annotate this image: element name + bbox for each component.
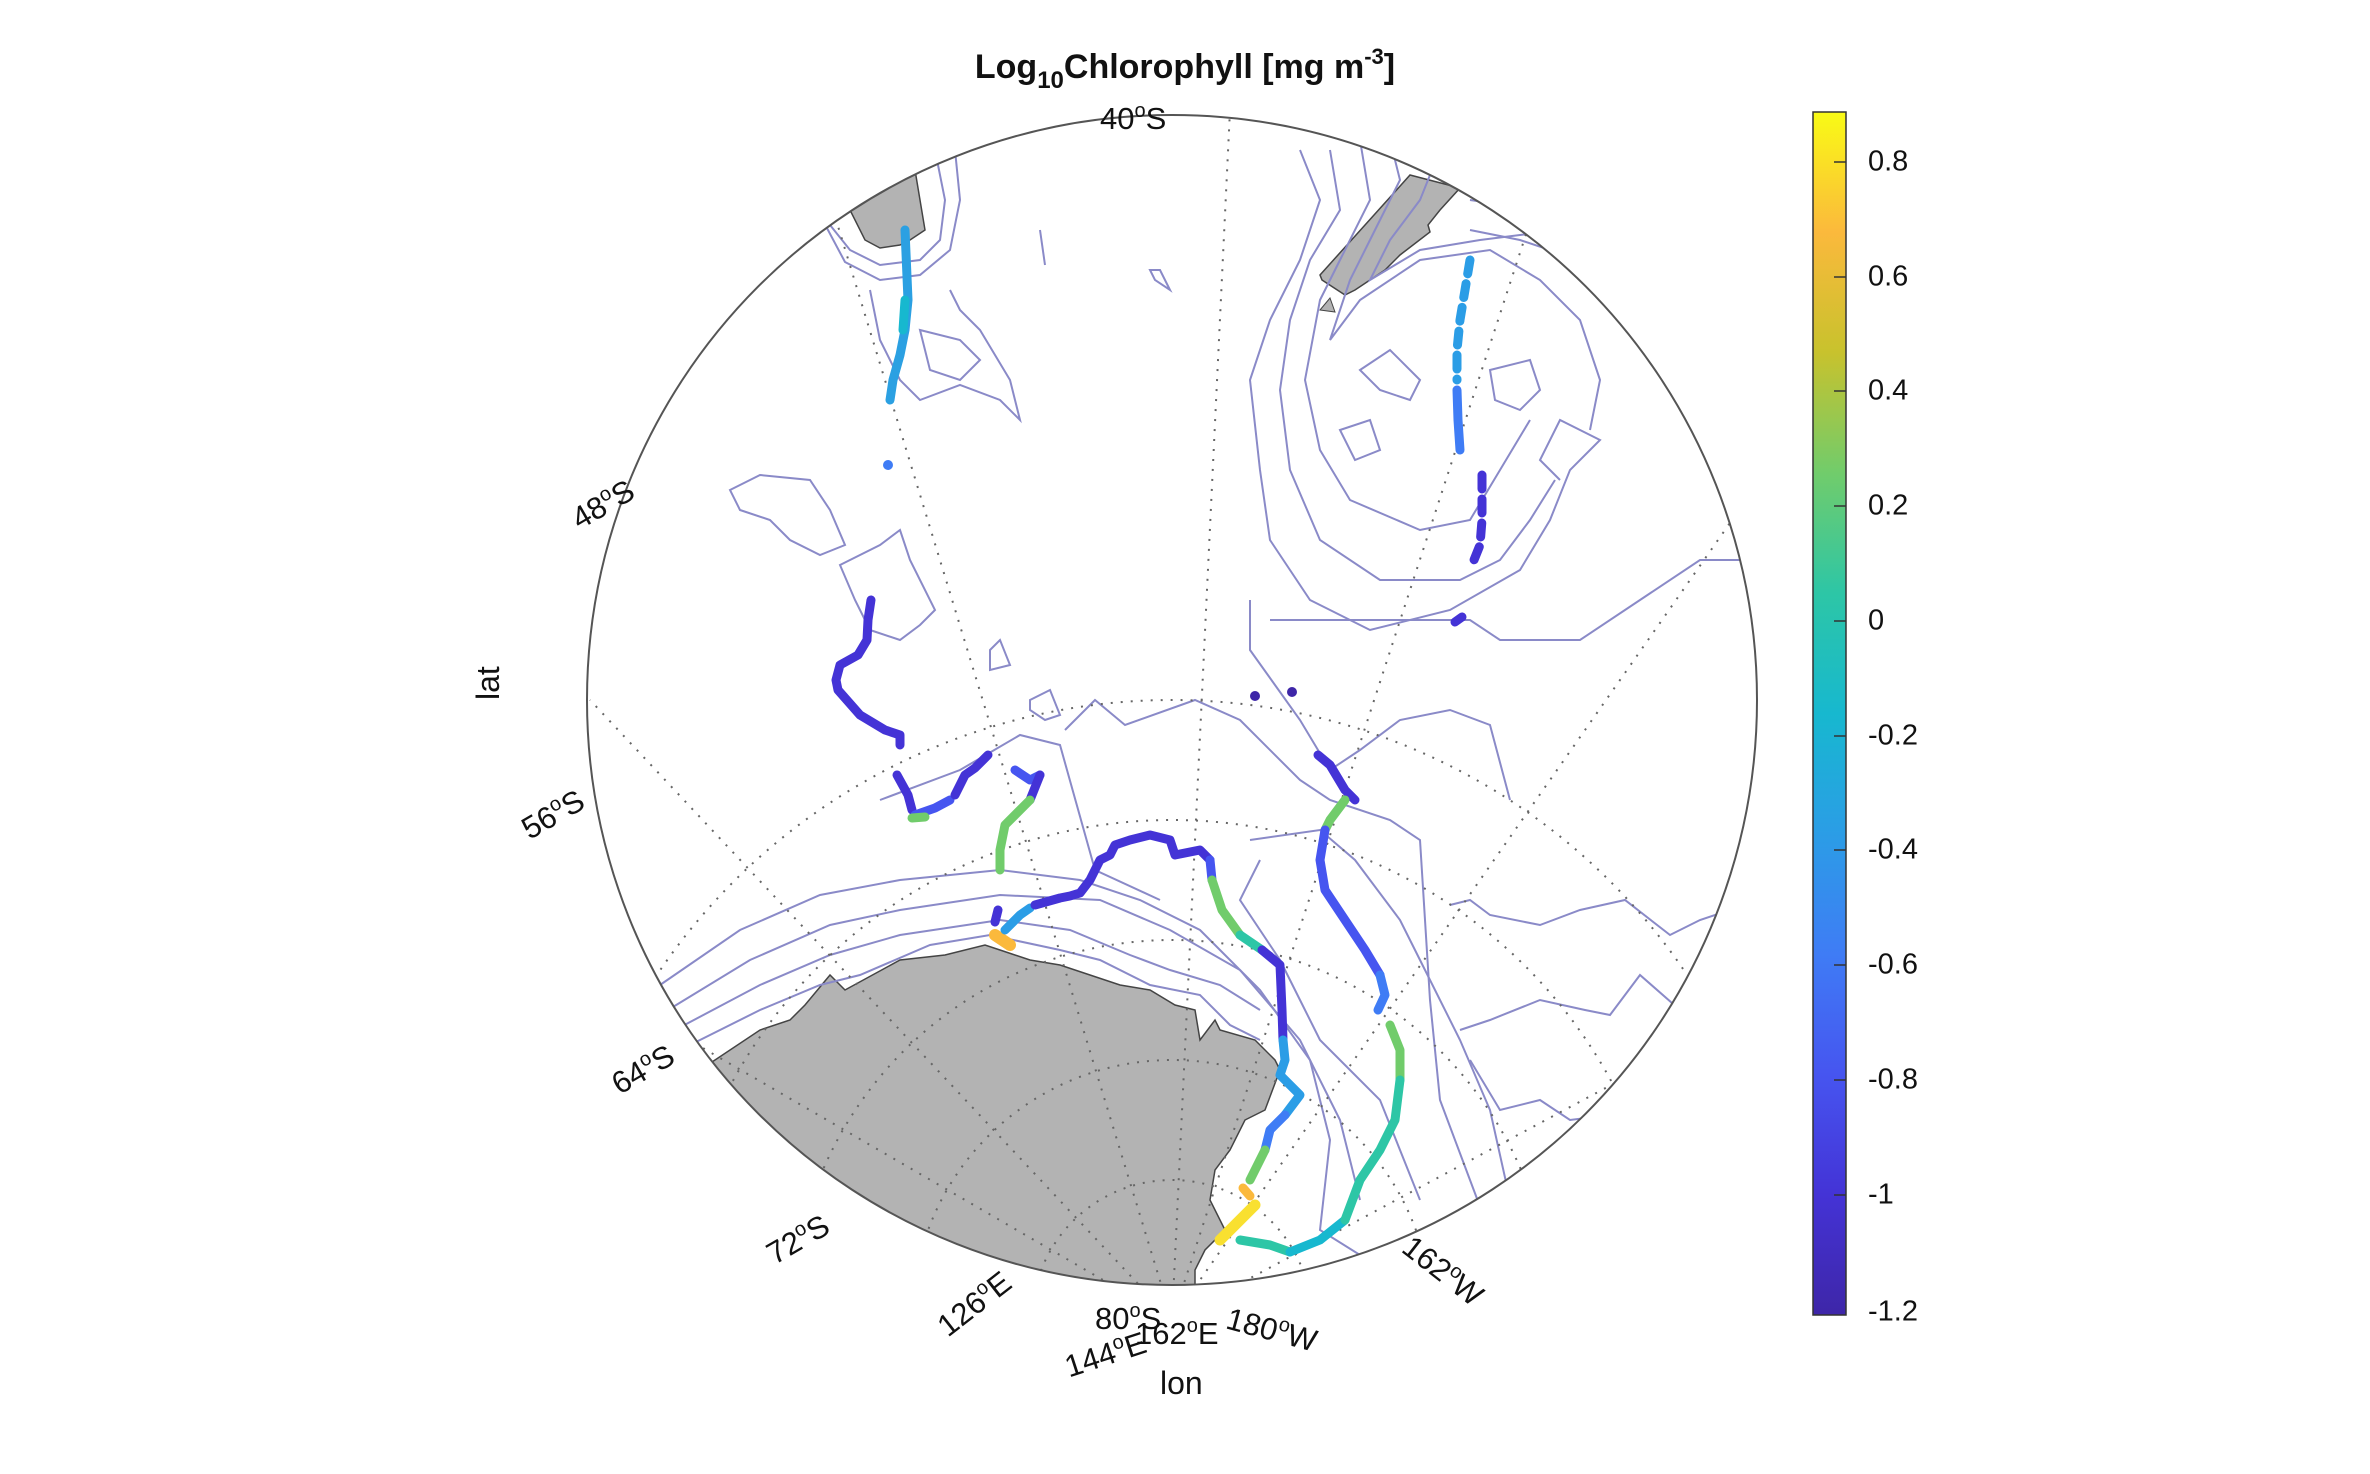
chart-title: Log10Chlorophyll [mg m-3] bbox=[974, 44, 1396, 94]
colorbar-tick-label: -1.2 bbox=[1868, 1295, 1918, 1328]
graticule bbox=[587, 115, 1757, 1285]
colorbar-tick-label: -0.8 bbox=[1868, 1063, 1918, 1096]
colorbar-tick-label: 0 bbox=[1868, 604, 1885, 637]
colorbar-tick-label: -0.6 bbox=[1868, 948, 1918, 981]
colorbar-tick-label: 0.8 bbox=[1868, 145, 1909, 178]
colorbar-tick-label: -0.2 bbox=[1868, 719, 1918, 752]
lat-label-40s: 40oS bbox=[1100, 100, 1167, 136]
colorbar-tick-label: 0.4 bbox=[1868, 374, 1909, 407]
y-axis-label: lat bbox=[470, 666, 506, 700]
x-axis-label: lon bbox=[1160, 1365, 1203, 1401]
map-frame bbox=[586, 114, 1758, 1286]
colorbar-tick-label: -1 bbox=[1868, 1178, 1894, 1211]
tasmania-land bbox=[849, 168, 926, 249]
chlorophyll-tracks bbox=[831, 225, 1487, 1257]
colorbar bbox=[1812, 111, 1847, 1316]
new-zealand-land bbox=[1319, 174, 1462, 296]
colorbar-tick-label: 0.2 bbox=[1868, 489, 1909, 522]
lat-label-80s: 80oS bbox=[1095, 1300, 1162, 1336]
colorbar-tick-label: 0.6 bbox=[1868, 260, 1909, 293]
lon-label-162e: 162oE bbox=[1135, 1315, 1219, 1351]
colorbar-tick-label: -0.4 bbox=[1868, 833, 1918, 866]
stewart-island bbox=[1319, 297, 1336, 313]
